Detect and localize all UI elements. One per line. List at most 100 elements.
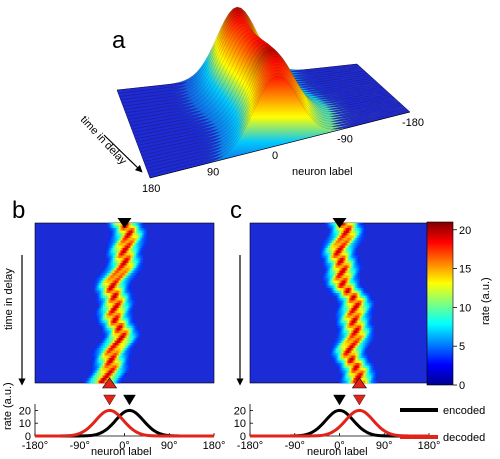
heatmap-cell — [351, 303, 354, 306]
heatmap-cell — [132, 323, 135, 326]
heatmap-cell — [112, 288, 115, 291]
heatmap-cell — [357, 238, 360, 241]
heatmap-cell — [114, 233, 117, 236]
heatmap-cell — [98, 275, 101, 279]
x-tick-label: 90° — [376, 440, 393, 452]
heatmap-cell — [122, 305, 125, 309]
heatmap-cell — [347, 308, 350, 311]
heatmap-cell — [349, 250, 352, 254]
heatmap-cell — [355, 293, 358, 296]
heatmap-cell — [343, 380, 346, 384]
heatmap-cell — [138, 333, 141, 336]
heatmap-cell — [114, 353, 117, 356]
heatmap-cell — [122, 345, 125, 349]
heatmap-cell — [361, 320, 364, 324]
heatmap-cell — [333, 250, 336, 254]
heatmap-cell — [353, 255, 356, 259]
heatmap-cell — [357, 233, 360, 236]
heatmap-cell — [355, 288, 358, 291]
heatmap-cell — [365, 325, 368, 329]
heatmap-cell — [335, 343, 338, 346]
heatmap-cell — [323, 243, 326, 246]
heatmap-cell — [341, 288, 344, 291]
heatmap-cell — [361, 230, 364, 234]
heatmap-cell — [369, 378, 372, 381]
heatmap-cell — [349, 325, 352, 329]
heatmap-cell — [341, 298, 344, 301]
heatmap-cell — [333, 245, 336, 249]
heatmap-cell — [124, 248, 127, 251]
heatmap-cell — [337, 280, 340, 284]
heatmap-cell — [120, 245, 123, 249]
heatmap-cell — [100, 360, 103, 364]
heatmap-cell — [375, 373, 378, 376]
heatmap-cell — [114, 295, 117, 299]
heatmap-cell — [104, 305, 107, 309]
heatmap-cell — [104, 323, 107, 326]
heatmap-cell — [337, 288, 340, 291]
heatmap-cell — [355, 378, 358, 381]
heatmap-cell — [357, 278, 360, 281]
heatmap-cell — [343, 278, 346, 281]
heatmap-cell — [102, 370, 105, 374]
heatmap-cell — [363, 325, 366, 329]
heatmap-cell — [357, 288, 360, 291]
heatmap-cell — [96, 365, 99, 369]
heatmap-cell — [110, 248, 113, 251]
heatmap-cell — [134, 250, 137, 254]
heatmap-cell — [333, 270, 336, 274]
heatmap-cell — [106, 363, 109, 366]
heatmap-cell — [333, 343, 336, 346]
heatmap-cell — [126, 245, 129, 249]
heatmap-cell — [116, 298, 119, 301]
heatmap-cell — [345, 310, 348, 314]
heatmap-cell — [134, 333, 137, 336]
heatmap-cell — [112, 278, 115, 281]
heatmap-cell — [90, 380, 93, 384]
heatmap-cell — [351, 248, 354, 251]
heatmap-cell — [361, 225, 364, 229]
heatmap-cell — [333, 268, 336, 271]
heatmap-cell — [325, 248, 328, 251]
heatmap-cell — [90, 368, 93, 371]
heatmap-cell — [136, 253, 139, 256]
heatmap-cell — [108, 275, 111, 279]
heatmap-cell — [124, 245, 127, 249]
heatmap-cell — [367, 343, 370, 346]
heatmap-cell — [345, 300, 348, 304]
heatmap-cell — [343, 333, 346, 336]
heatmap-cell — [124, 233, 127, 236]
x-tick-label: -90 — [337, 134, 353, 146]
heatmap-cell — [112, 253, 115, 256]
heatmap-cell — [347, 283, 350, 286]
heatmap-cell — [369, 305, 372, 309]
heatmap-cell — [361, 305, 364, 309]
heatmap-cell — [335, 350, 338, 354]
heatmap-cell — [337, 245, 340, 249]
heatmap-cell — [114, 288, 117, 291]
heatmap-cell — [363, 228, 366, 231]
heatmap-cell — [331, 255, 334, 259]
heatmap-cell — [345, 258, 348, 261]
heatmap-cell — [367, 308, 370, 311]
heatmap-cell — [106, 290, 109, 294]
heatmap-cell — [369, 340, 372, 344]
heatmap-cell — [361, 293, 364, 296]
heatmap-cell — [100, 308, 103, 311]
heatmap-cell — [140, 245, 143, 249]
heatmap-cell — [122, 240, 125, 244]
heatmap-cell — [333, 345, 336, 349]
heatmap-cell — [108, 263, 111, 266]
heatmap-cell — [369, 335, 372, 339]
heatmap-cell — [106, 355, 109, 359]
heatmap-cell — [112, 308, 115, 311]
heatmap-cell — [351, 315, 354, 319]
heatmap-cell — [339, 265, 342, 269]
heatmap-cell — [110, 273, 113, 276]
heatmap-cell — [351, 340, 354, 344]
heatmap-cell — [122, 333, 125, 336]
heatmap-cell — [96, 313, 99, 316]
heatmap-cell — [112, 365, 115, 369]
heatmap-cell — [128, 245, 131, 249]
heatmap-cell — [363, 328, 366, 331]
